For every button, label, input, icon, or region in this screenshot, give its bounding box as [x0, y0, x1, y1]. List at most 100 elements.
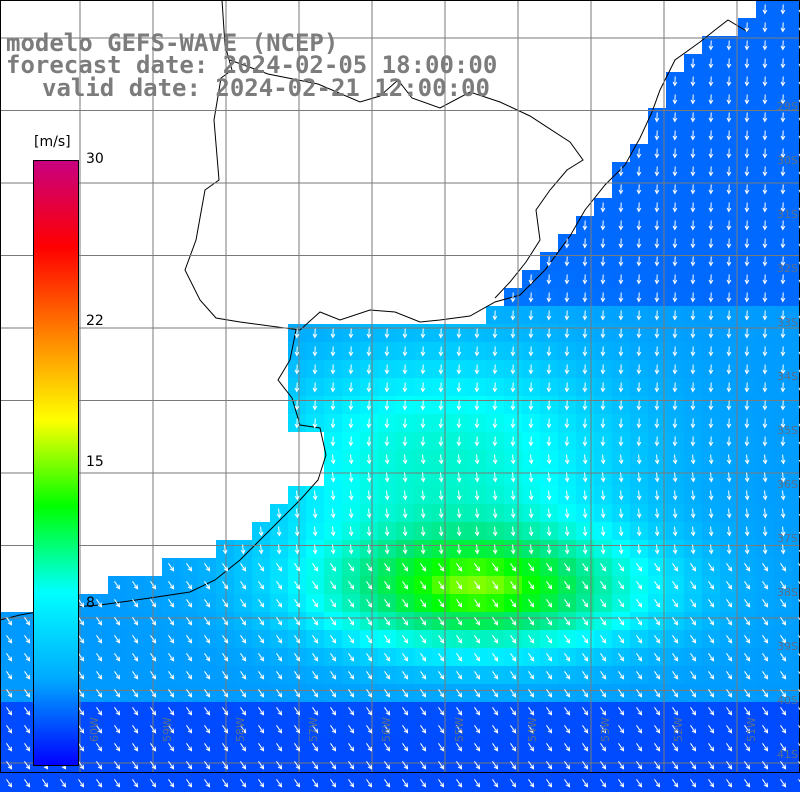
wind-arrow	[618, 364, 624, 375]
wind-arrow	[672, 382, 678, 393]
wind-arrow	[726, 635, 733, 644]
wind-arrow	[240, 563, 247, 572]
wind-arrow	[636, 184, 642, 195]
wind-arrow	[582, 761, 589, 770]
wind-arrow	[186, 599, 193, 608]
wind-arrow	[438, 454, 444, 465]
wind-arrow	[780, 184, 786, 195]
wind-arrow	[528, 382, 534, 393]
wind-arrow	[402, 563, 409, 572]
wind-arrow	[330, 617, 337, 626]
wind-arrow	[618, 544, 624, 555]
longitude-label: 56W	[380, 717, 393, 742]
latitude-label: 37S	[777, 532, 798, 545]
wind-arrow	[636, 202, 642, 213]
wind-arrow	[546, 779, 553, 788]
wind-arrow	[672, 400, 678, 411]
wind-arrow	[636, 238, 642, 249]
wind-arrow	[294, 544, 300, 555]
wind-arrow	[726, 184, 732, 195]
wind-arrow	[132, 671, 139, 680]
wind-speed-cell	[792, 486, 800, 504]
wind-arrow	[492, 364, 498, 375]
wind-arrow	[744, 707, 751, 716]
wind-arrow	[798, 707, 800, 714]
wind-arrow	[258, 563, 265, 572]
wind-arrow	[348, 671, 355, 680]
wind-arrow	[132, 599, 139, 608]
wind-arrow	[762, 743, 769, 752]
wind-arrow	[402, 472, 408, 483]
wind-arrow	[654, 779, 661, 788]
wind-arrow	[600, 725, 607, 734]
wind-arrow	[744, 292, 750, 303]
wind-arrow	[780, 725, 787, 734]
wind-arrow	[708, 689, 715, 698]
wind-arrow	[78, 707, 85, 716]
wind-arrow	[276, 761, 283, 770]
wind-arrow	[78, 689, 85, 698]
wind-arrow	[438, 707, 445, 716]
wind-arrow	[384, 346, 390, 357]
wind-arrow	[492, 617, 499, 626]
wind-arrow	[240, 689, 247, 698]
wind-arrow	[150, 689, 157, 698]
wind-arrow	[690, 238, 696, 249]
wind-arrow	[474, 346, 480, 357]
wind-arrow	[240, 725, 247, 734]
wind-arrow	[528, 274, 534, 285]
colorbar-tick-label: 30	[86, 151, 104, 167]
wind-arrow	[582, 743, 589, 752]
wind-arrow	[690, 256, 696, 267]
wind-arrow	[420, 526, 426, 537]
wind-arrow	[546, 743, 553, 752]
wind-arrow	[726, 544, 732, 555]
wind-arrow	[150, 707, 157, 716]
wind-arrow	[312, 400, 318, 411]
wind-arrow	[474, 563, 481, 572]
wind-arrow	[366, 563, 373, 572]
wind-arrow	[744, 166, 750, 177]
wind-arrow	[690, 472, 696, 483]
wind-arrow	[780, 292, 786, 303]
wind-arrow	[168, 725, 175, 734]
wind-arrow	[294, 671, 301, 680]
wind-arrow	[402, 364, 408, 375]
wind-arrow	[546, 653, 553, 662]
wind-arrow	[618, 274, 624, 285]
wind-arrow	[600, 544, 606, 555]
wind-arrow	[6, 707, 13, 716]
wind-arrow	[384, 382, 390, 393]
wind-arrow	[672, 689, 679, 698]
wind-arrow	[762, 76, 768, 87]
wind-arrow	[708, 454, 714, 465]
wind-arrow	[582, 490, 588, 501]
wind-arrow	[294, 581, 301, 590]
wind-arrow	[330, 544, 336, 555]
wind-arrow	[96, 743, 103, 752]
wind-arrow	[348, 581, 355, 590]
wind-arrow	[384, 526, 390, 537]
wind-arrow	[114, 707, 121, 716]
wind-speed-cell	[792, 126, 800, 144]
wind-arrow	[690, 418, 696, 429]
wind-arrow	[582, 581, 589, 590]
wind-arrow	[744, 581, 751, 590]
wind-arrow	[366, 671, 373, 680]
wind-arrow	[726, 346, 732, 357]
wind-arrow	[438, 526, 444, 537]
wind-arrow	[348, 725, 355, 734]
wind-arrow	[474, 328, 480, 339]
wind-arrow	[654, 112, 660, 123]
wind-arrow	[600, 418, 606, 429]
wind-arrow	[492, 526, 498, 537]
wind-arrow	[420, 653, 427, 662]
wind-arrow	[780, 364, 786, 375]
wind-arrow	[690, 599, 697, 608]
wind-arrow	[780, 707, 787, 716]
wind-arrow	[528, 454, 534, 465]
wind-arrow	[654, 490, 660, 501]
latitude-label: 29S	[777, 100, 798, 113]
wind-arrow	[546, 256, 552, 267]
wind-speed-cell	[792, 702, 800, 720]
